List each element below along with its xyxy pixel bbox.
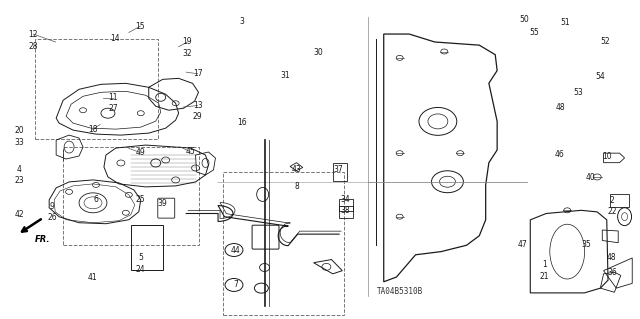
Text: 30: 30 [314,48,324,57]
Text: 18: 18 [88,125,97,134]
Text: 4: 4 [17,165,22,174]
Text: 44: 44 [231,246,241,255]
Text: 15: 15 [136,22,145,31]
Text: 22: 22 [607,207,616,216]
Text: 5: 5 [138,253,143,262]
Text: 54: 54 [595,72,605,81]
Text: 19: 19 [182,38,192,47]
Bar [339,205,353,218]
Text: 29: 29 [193,112,202,121]
Text: 8: 8 [294,182,299,191]
Text: 2: 2 [609,196,614,205]
Text: 7: 7 [234,279,238,288]
Text: 12: 12 [29,30,38,39]
Text: 55: 55 [529,28,539,37]
Text: 51: 51 [560,19,570,27]
Text: 35: 35 [582,240,591,249]
Text: 34: 34 [340,195,350,204]
Text: 14: 14 [110,34,120,43]
Text: 43: 43 [292,165,301,174]
Text: 53: 53 [574,88,584,97]
Text: 40: 40 [586,174,595,182]
Text: 50: 50 [519,15,529,24]
Text: 10: 10 [602,152,612,161]
Text: 26: 26 [47,213,57,222]
Text: 28: 28 [29,42,38,51]
Text: 25: 25 [136,195,145,204]
Text: 42: 42 [15,210,24,219]
Text: TA04B5310B: TA04B5310B [376,287,423,296]
Text: 32: 32 [182,49,192,58]
Text: 38: 38 [340,206,350,215]
Text: 41: 41 [88,272,97,281]
Text: 1: 1 [542,260,547,269]
Text: 13: 13 [193,101,202,110]
Text: 24: 24 [136,264,145,274]
Bar [339,199,353,211]
Text: 37: 37 [333,165,342,174]
Text: 20: 20 [15,126,24,135]
Text: 33: 33 [14,138,24,147]
Text: 48: 48 [556,103,566,112]
Text: 17: 17 [193,69,202,78]
Text: 52: 52 [601,38,611,47]
Text: 21: 21 [540,271,549,281]
Text: 46: 46 [555,150,564,159]
Text: 3: 3 [240,17,244,26]
Text: 23: 23 [15,176,24,185]
Text: 6: 6 [93,195,98,204]
Text: 39: 39 [157,198,167,208]
Text: FR.: FR. [35,235,51,244]
Text: 48: 48 [607,253,617,262]
Text: 16: 16 [237,117,247,127]
Text: 11: 11 [108,93,118,102]
Text: 31: 31 [280,71,290,80]
Text: 45: 45 [185,147,195,156]
Text: 36: 36 [607,268,617,278]
Text: 49: 49 [136,148,145,157]
Bar [333,163,347,181]
Bar [131,225,163,270]
Text: 47: 47 [518,240,527,249]
Text: 9: 9 [50,202,55,211]
Text: 27: 27 [108,104,118,113]
